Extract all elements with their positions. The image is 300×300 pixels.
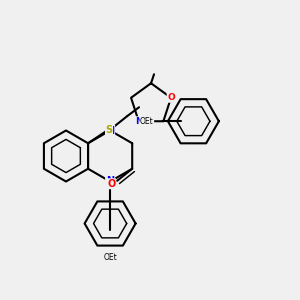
- Text: N: N: [106, 125, 114, 136]
- Text: O: O: [107, 179, 115, 189]
- Text: N: N: [106, 176, 114, 187]
- Text: N: N: [135, 117, 142, 126]
- Text: S: S: [106, 125, 112, 135]
- Text: O: O: [167, 93, 175, 102]
- Text: OEt: OEt: [140, 117, 154, 126]
- Text: OEt: OEt: [103, 254, 117, 262]
